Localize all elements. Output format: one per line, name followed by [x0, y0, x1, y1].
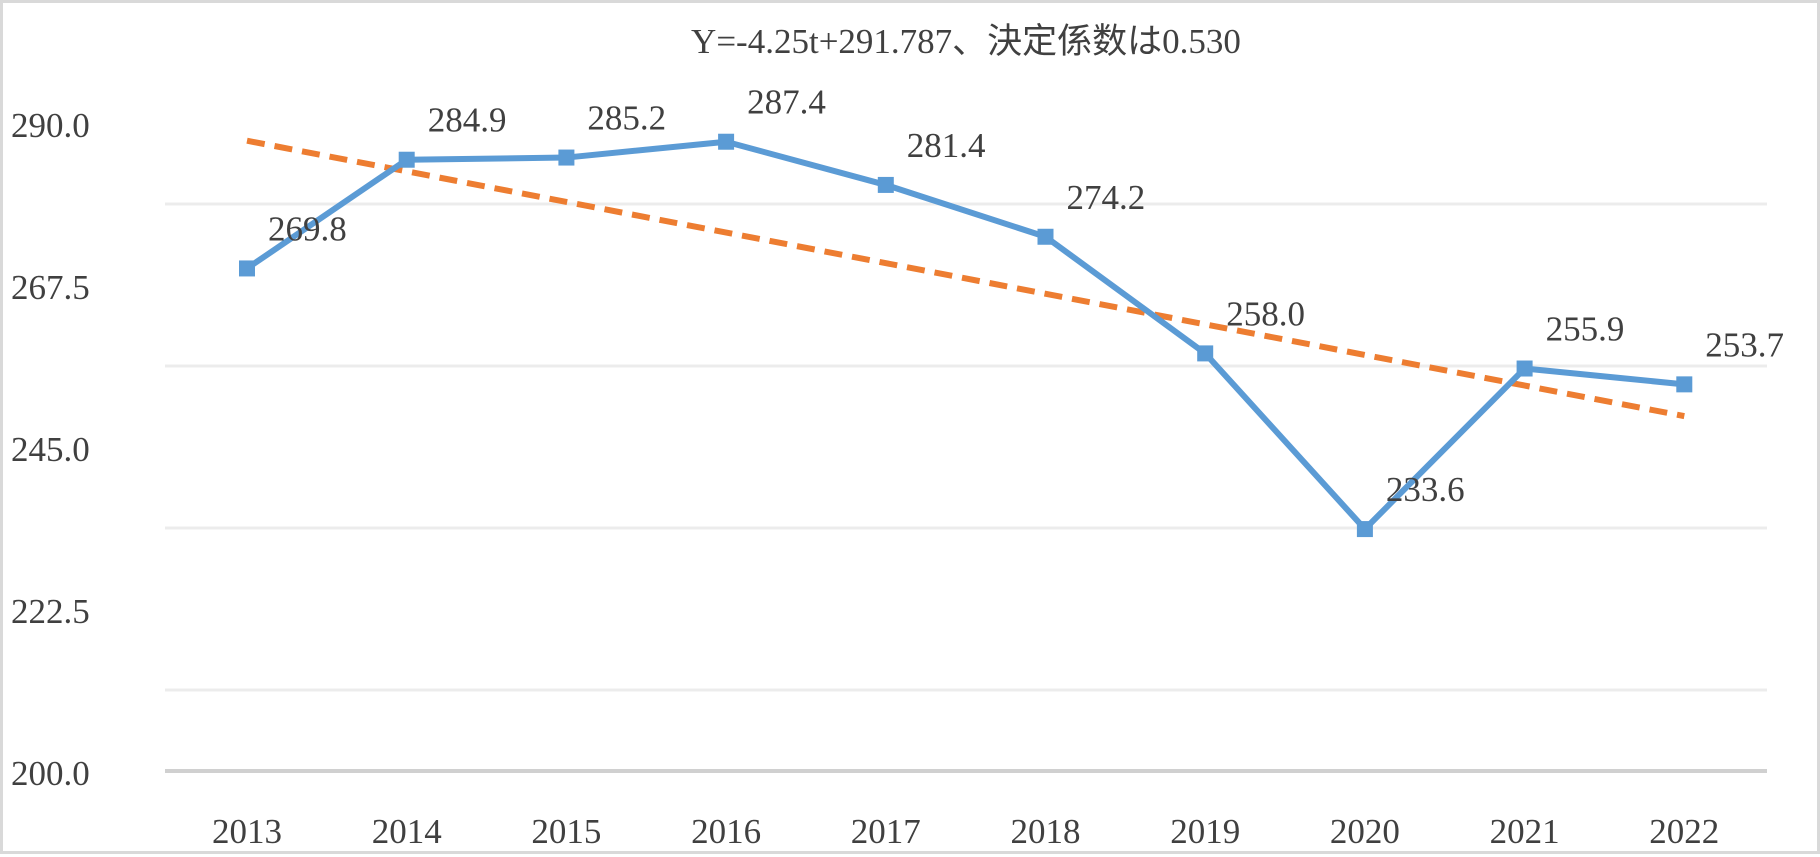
data-label: 269.8 — [268, 209, 347, 248]
x-tick-label: 2016 — [691, 812, 761, 851]
data-label: 284.9 — [428, 101, 507, 140]
y-tick-label: 245.0 — [11, 430, 90, 469]
data-point-marker — [398, 151, 415, 168]
data-label: 281.4 — [907, 126, 986, 165]
line-chart: 200.0 222.5 245.0 267.5 290.0 2013 2014 2015 20… — [11, 22, 1784, 851]
data-label: 274.2 — [1067, 178, 1146, 217]
x-tick-label: 2020 — [1330, 812, 1400, 851]
x-tick-label: 2013 — [212, 812, 282, 851]
chart-title: Y=-4.25t+291.787、決定係数は0.530 — [691, 22, 1241, 61]
y-tick-label: 267.5 — [11, 268, 90, 307]
x-tick-label: 2018 — [1011, 812, 1081, 851]
x-tick-label: 2021 — [1490, 812, 1560, 851]
data-label: 255.9 — [1546, 310, 1625, 349]
data-point-marker — [1516, 360, 1533, 377]
x-tick-label: 2017 — [851, 812, 921, 851]
y-tick-label: 222.5 — [11, 592, 90, 631]
data-label: 253.7 — [1705, 325, 1784, 364]
data-point-marker — [1356, 521, 1373, 538]
data-point-marker — [1037, 228, 1054, 245]
data-point-marker — [1676, 376, 1693, 393]
x-tick-label: 2014 — [372, 812, 442, 851]
x-tick-label: 2019 — [1170, 812, 1240, 851]
series-line — [245, 138, 1685, 533]
data-point-marker — [718, 133, 735, 150]
y-tick-label: 200.0 — [11, 754, 90, 793]
data-label: 258.0 — [1226, 294, 1305, 333]
data-point-marker — [1197, 345, 1214, 362]
data-point-marker — [239, 260, 255, 277]
y-tick-label: 290.0 — [11, 106, 90, 145]
x-tick-label: 2015 — [531, 812, 601, 851]
x-tick-label: 2022 — [1649, 812, 1719, 851]
data-label: 233.6 — [1386, 470, 1465, 509]
trendline — [246, 137, 1685, 420]
data-point-marker — [877, 176, 894, 193]
data-point-marker — [558, 149, 575, 166]
data-label: 287.4 — [747, 83, 826, 122]
data-label: 285.2 — [587, 99, 666, 138]
